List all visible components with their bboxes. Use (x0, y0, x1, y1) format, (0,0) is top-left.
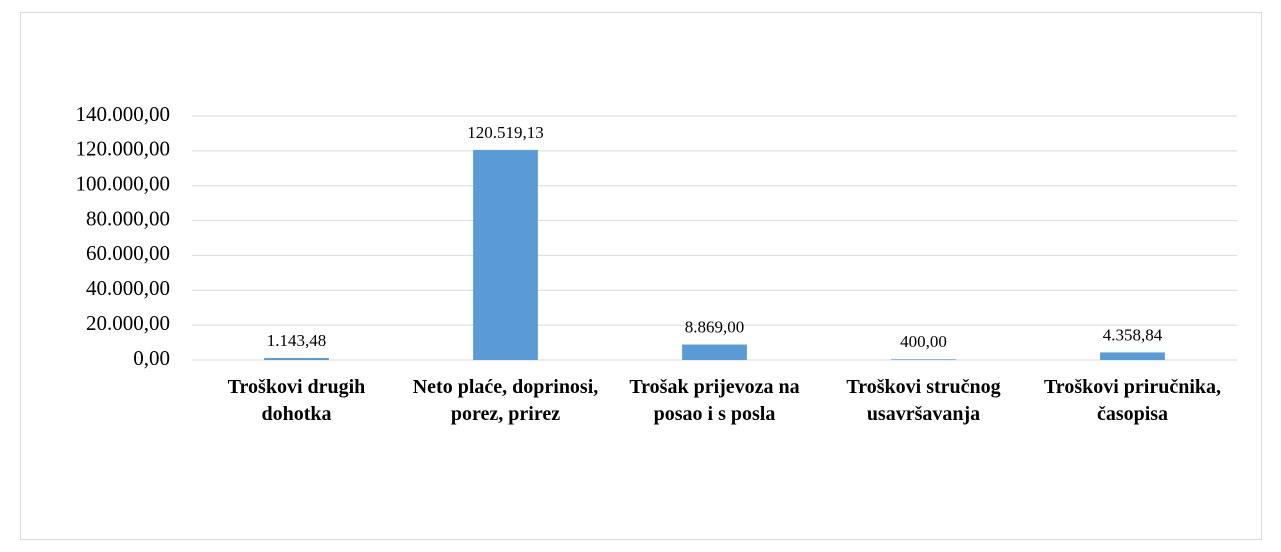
y-tick-label: 140.000,00 (76, 102, 171, 126)
bar (1100, 352, 1165, 360)
bar (682, 344, 747, 360)
y-tick-label: 0,00 (133, 346, 170, 370)
chart-frame (20, 12, 1262, 540)
value-label: 120.519,13 (467, 123, 544, 142)
y-tick-label: 20.000,00 (86, 311, 170, 335)
value-label: 1.143,48 (267, 331, 327, 350)
value-label: 8.869,00 (685, 317, 745, 336)
y-tick-label: 60.000,00 (86, 241, 170, 265)
x-tick-label: Neto plaće, doprinosi, porez, prirez (412, 376, 599, 425)
x-tick-label: Trošak prijevoza na posao i s posla (629, 376, 800, 425)
bar (473, 149, 538, 360)
y-tick-label: 40.000,00 (86, 276, 170, 300)
y-tick-label: 100.000,00 (76, 172, 171, 196)
x-tick-label: Troškovi drugih dohotka (227, 376, 366, 425)
y-tick-label: 80.000,00 (86, 206, 170, 230)
value-label: 400,00 (900, 332, 947, 351)
x-tick-label: Troškovi priručnika, časopisa (1043, 376, 1222, 425)
bar (264, 358, 329, 360)
y-tick-label: 120.000,00 (76, 137, 171, 161)
x-tick-label: Troškovi stručnog usavršavanja (846, 376, 1001, 425)
value-label: 4.358,84 (1103, 325, 1163, 344)
bar (891, 359, 956, 360)
